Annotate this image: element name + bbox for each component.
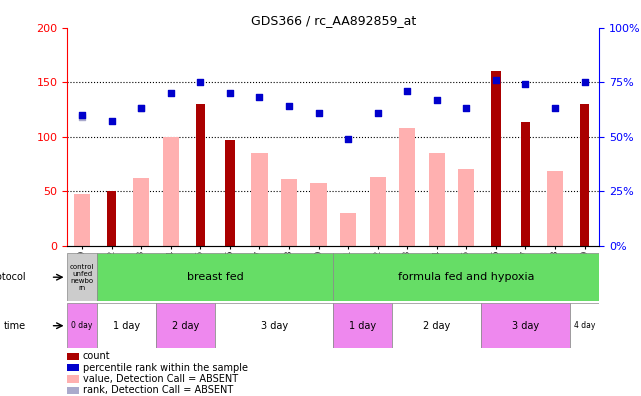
Bar bbox=[340, 213, 356, 246]
Bar bbox=[399, 128, 415, 246]
Bar bbox=[310, 183, 327, 246]
Text: 3 day: 3 day bbox=[261, 321, 288, 331]
Bar bbox=[67, 386, 79, 394]
Point bbox=[165, 90, 176, 96]
Bar bbox=[107, 191, 117, 246]
Bar bbox=[97, 303, 156, 348]
Bar bbox=[333, 253, 599, 301]
Text: 4 day: 4 day bbox=[574, 321, 595, 330]
Text: formula fed and hypoxia: formula fed and hypoxia bbox=[398, 272, 535, 282]
Text: rank, Detection Call = ABSENT: rank, Detection Call = ABSENT bbox=[83, 385, 233, 395]
Title: GDS366 / rc_AA892859_at: GDS366 / rc_AA892859_at bbox=[251, 13, 416, 27]
Point bbox=[402, 88, 412, 94]
Point bbox=[77, 114, 87, 120]
Bar bbox=[570, 303, 599, 348]
Bar bbox=[215, 303, 333, 348]
Bar bbox=[67, 364, 79, 371]
Point bbox=[136, 105, 146, 111]
Point bbox=[343, 135, 353, 142]
Text: breast fed: breast fed bbox=[187, 272, 244, 282]
Bar bbox=[458, 169, 474, 246]
Bar bbox=[333, 303, 392, 348]
Bar bbox=[547, 171, 563, 246]
Text: 1 day: 1 day bbox=[349, 321, 376, 331]
Point bbox=[491, 77, 501, 83]
Point bbox=[313, 109, 324, 116]
Bar bbox=[67, 352, 79, 360]
Bar bbox=[580, 104, 589, 246]
Text: 3 day: 3 day bbox=[512, 321, 539, 331]
Text: control
unfed
newbo
rn: control unfed newbo rn bbox=[70, 264, 94, 291]
Bar bbox=[429, 153, 445, 246]
Point bbox=[284, 103, 294, 109]
Bar bbox=[163, 137, 179, 246]
Text: 2 day: 2 day bbox=[172, 321, 199, 331]
Text: count: count bbox=[83, 351, 110, 361]
Bar bbox=[491, 71, 501, 246]
Text: 2 day: 2 day bbox=[423, 321, 451, 331]
Point bbox=[106, 118, 117, 124]
Text: 0 day: 0 day bbox=[71, 321, 93, 330]
Bar bbox=[481, 303, 570, 348]
Text: protocol: protocol bbox=[0, 272, 26, 282]
Point bbox=[462, 105, 472, 111]
Bar bbox=[74, 194, 90, 246]
Bar bbox=[97, 253, 333, 301]
Bar bbox=[392, 303, 481, 348]
Text: value, Detection Call = ABSENT: value, Detection Call = ABSENT bbox=[83, 374, 238, 384]
Point bbox=[372, 109, 383, 116]
Bar bbox=[369, 177, 386, 246]
Bar bbox=[67, 375, 79, 383]
Bar bbox=[196, 104, 205, 246]
Point bbox=[431, 96, 442, 103]
Bar bbox=[520, 122, 530, 246]
Point bbox=[520, 81, 531, 88]
Bar bbox=[133, 178, 149, 246]
Point bbox=[136, 105, 146, 111]
Point bbox=[77, 112, 87, 118]
Bar bbox=[225, 140, 235, 246]
Point bbox=[579, 79, 590, 85]
Text: 1 day: 1 day bbox=[113, 321, 140, 331]
Bar bbox=[67, 303, 97, 348]
Bar bbox=[156, 303, 215, 348]
Text: time: time bbox=[3, 321, 26, 331]
Bar bbox=[67, 253, 97, 301]
Point bbox=[550, 105, 560, 111]
Text: percentile rank within the sample: percentile rank within the sample bbox=[83, 362, 247, 373]
Bar bbox=[251, 153, 267, 246]
Bar bbox=[281, 179, 297, 246]
Point bbox=[225, 90, 235, 96]
Point bbox=[254, 94, 265, 101]
Point bbox=[196, 79, 206, 85]
